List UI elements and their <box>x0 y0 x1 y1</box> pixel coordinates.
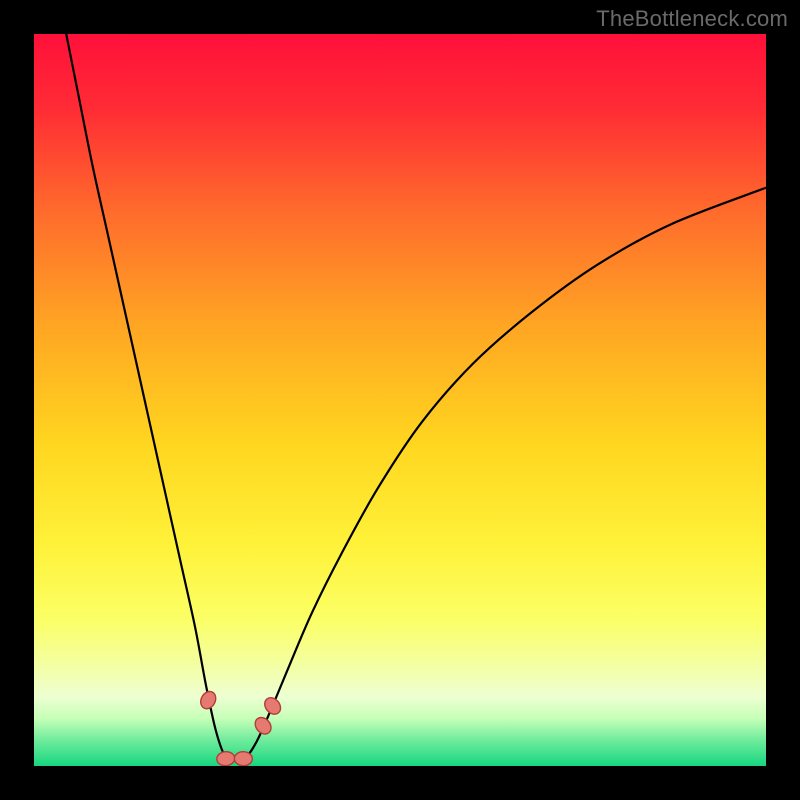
bottleneck-chart <box>0 0 800 800</box>
chart-frame: TheBottleneck.com <box>0 0 800 800</box>
data-marker <box>234 751 252 766</box>
watermark-text: TheBottleneck.com <box>596 6 788 32</box>
